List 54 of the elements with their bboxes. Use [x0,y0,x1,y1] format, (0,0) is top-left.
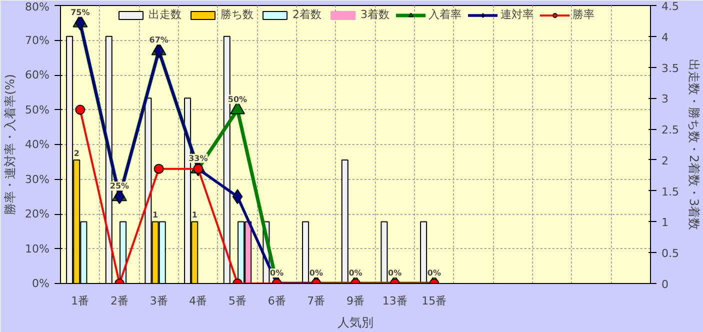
data-label: 33% [188,154,208,163]
data-label: 1 [192,210,198,220]
legend-label: 勝率 [572,7,594,22]
x-tick-label: 6番 [268,294,286,308]
y2-tick-label: 4.5 [662,0,679,13]
x-tick-label: 4番 [189,294,208,308]
y2-tick-label: 1.5 [662,185,679,198]
data-label: 0% [348,268,362,278]
x-tick-label: 13番 [382,294,408,308]
y2-tick-label: 3 [662,92,668,106]
data-label: 0% [388,268,402,278]
y-tick-label: 40% [25,138,50,151]
point [154,164,164,174]
x-tick-label: 15番 [422,294,447,308]
data-label: 50% [228,94,248,104]
y2-tick-label: 2.5 [662,124,679,137]
y2-tick-label: 0 [662,278,668,291]
y-tick-label: 70% [25,34,50,47]
y-tick-label: 60% [25,68,50,82]
y2-tick-label: 0.5 [662,247,679,260]
y2-tick-label: 1 [662,216,668,230]
x-tick-label: 1番 [71,294,90,308]
point [75,104,86,115]
y-tick-label: 10% [25,242,50,256]
data-label: 2 [74,148,80,158]
y-tick-label: 50% [25,103,50,116]
legend-label: 連対率 [500,7,534,22]
x-tick-label: 2番 [110,294,128,308]
data-label: 0% [427,268,441,278]
y-axis-title: 勝率・連対率・入着率(%) [3,74,18,215]
x-tick-label: 3番 [150,294,168,308]
data-label: 75% [70,8,90,17]
legend-label: 出走数 [148,7,182,22]
legend-label: 2着数 [292,7,322,22]
x-tick-label: 5番 [228,294,246,308]
y2-tick-label: 4 [662,30,668,44]
legend-label: 勝ち数 [220,7,254,22]
legend-label: 3着数 [360,7,390,22]
data-label: 25% [110,182,130,191]
y2-axis-title: 出走数・勝ち数・2着数・3着数 [686,58,701,230]
data-label: 1 [152,210,159,220]
x-axis-title: 人気別 [338,316,374,330]
y-tick-label: 20% [25,208,50,220]
data-label: 67% [149,36,168,45]
x-tick-label: 9番 [346,294,364,308]
y-tick-label: 80% [25,0,50,14]
x-tick-label: 7番 [307,294,326,308]
y-tick-label: 0% [32,277,50,290]
data-label: 0% [309,268,323,278]
y-tick-label: 30% [25,172,50,186]
y2-tick-label: 2 [662,154,668,168]
y2-tick-label: 3.5 [662,62,679,75]
legend-label: 入着率 [428,7,462,22]
data-label: 0% [270,268,284,278]
